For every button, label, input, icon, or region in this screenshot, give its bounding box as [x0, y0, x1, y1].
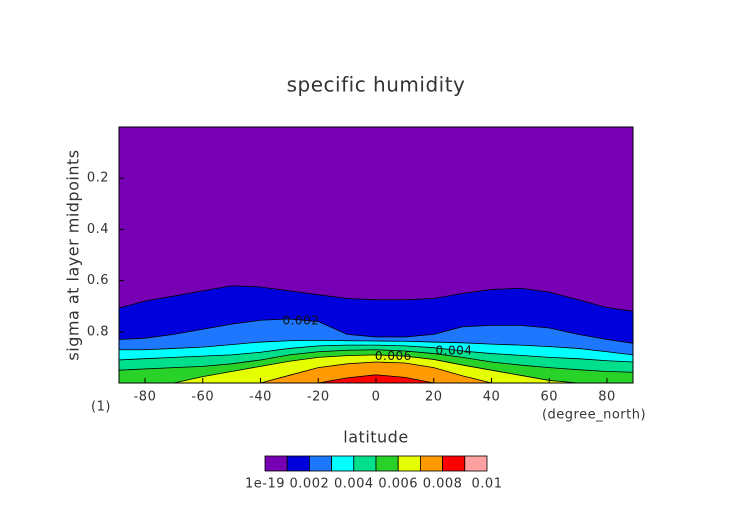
y-tick-label: 0.2 [87, 171, 109, 186]
contour-line [118, 285, 634, 312]
x-tick-label: 40 [483, 390, 501, 405]
contour-line [118, 344, 634, 363]
x-tick-label: -80 [134, 390, 157, 405]
x-tick-label: 60 [540, 390, 558, 405]
colorbar-tick-label: 0.006 [378, 477, 418, 492]
colorbar-box [331, 455, 355, 472]
colorbar-box [464, 455, 488, 472]
x-tick-label: -60 [191, 390, 214, 405]
contour-band [119, 362, 633, 383]
y-tick-label: 0.4 [87, 222, 109, 237]
x-tick-label: 0 [372, 390, 381, 405]
colorbar-box [442, 455, 466, 472]
colorbar-box [308, 455, 332, 472]
y-tick-label: 0.8 [87, 324, 109, 339]
colorbar-tick-label: 0.004 [334, 477, 374, 492]
colorbar-box [264, 455, 288, 472]
x-tick-label: 80 [598, 390, 616, 405]
x-tick-label: 20 [425, 390, 443, 405]
colorbar-tick-label: 0.008 [423, 477, 463, 492]
y-tick-label: 0.6 [87, 273, 109, 288]
colorbar-tick-label: 0.002 [290, 477, 330, 492]
contour-label: 0.002 [282, 314, 319, 328]
colorbar-tick-label: 1e-19 [245, 477, 285, 492]
x-axis-label: latitude [343, 428, 408, 447]
contour-line [118, 349, 634, 373]
colorbar-box [375, 455, 399, 472]
y-axis-label: sigma at layer midpoints [64, 149, 83, 360]
x-tick-label: -40 [249, 390, 272, 405]
colorbar-box [397, 455, 421, 472]
contour-label: 0.006 [375, 349, 412, 363]
contour-line [119, 339, 634, 356]
colorbar-tick-label: 0.01 [472, 477, 503, 492]
contour-label: 0.004 [436, 344, 473, 358]
chart-title: specific humidity [287, 73, 466, 97]
x-tick-label: -20 [307, 390, 330, 405]
y-unit: (1) [91, 400, 111, 415]
colorbar-box [286, 455, 310, 472]
contour-line [118, 318, 634, 344]
colorbar-box [353, 455, 377, 472]
colorbar-box [419, 455, 443, 472]
x-unit: (degree_north) [542, 408, 646, 423]
